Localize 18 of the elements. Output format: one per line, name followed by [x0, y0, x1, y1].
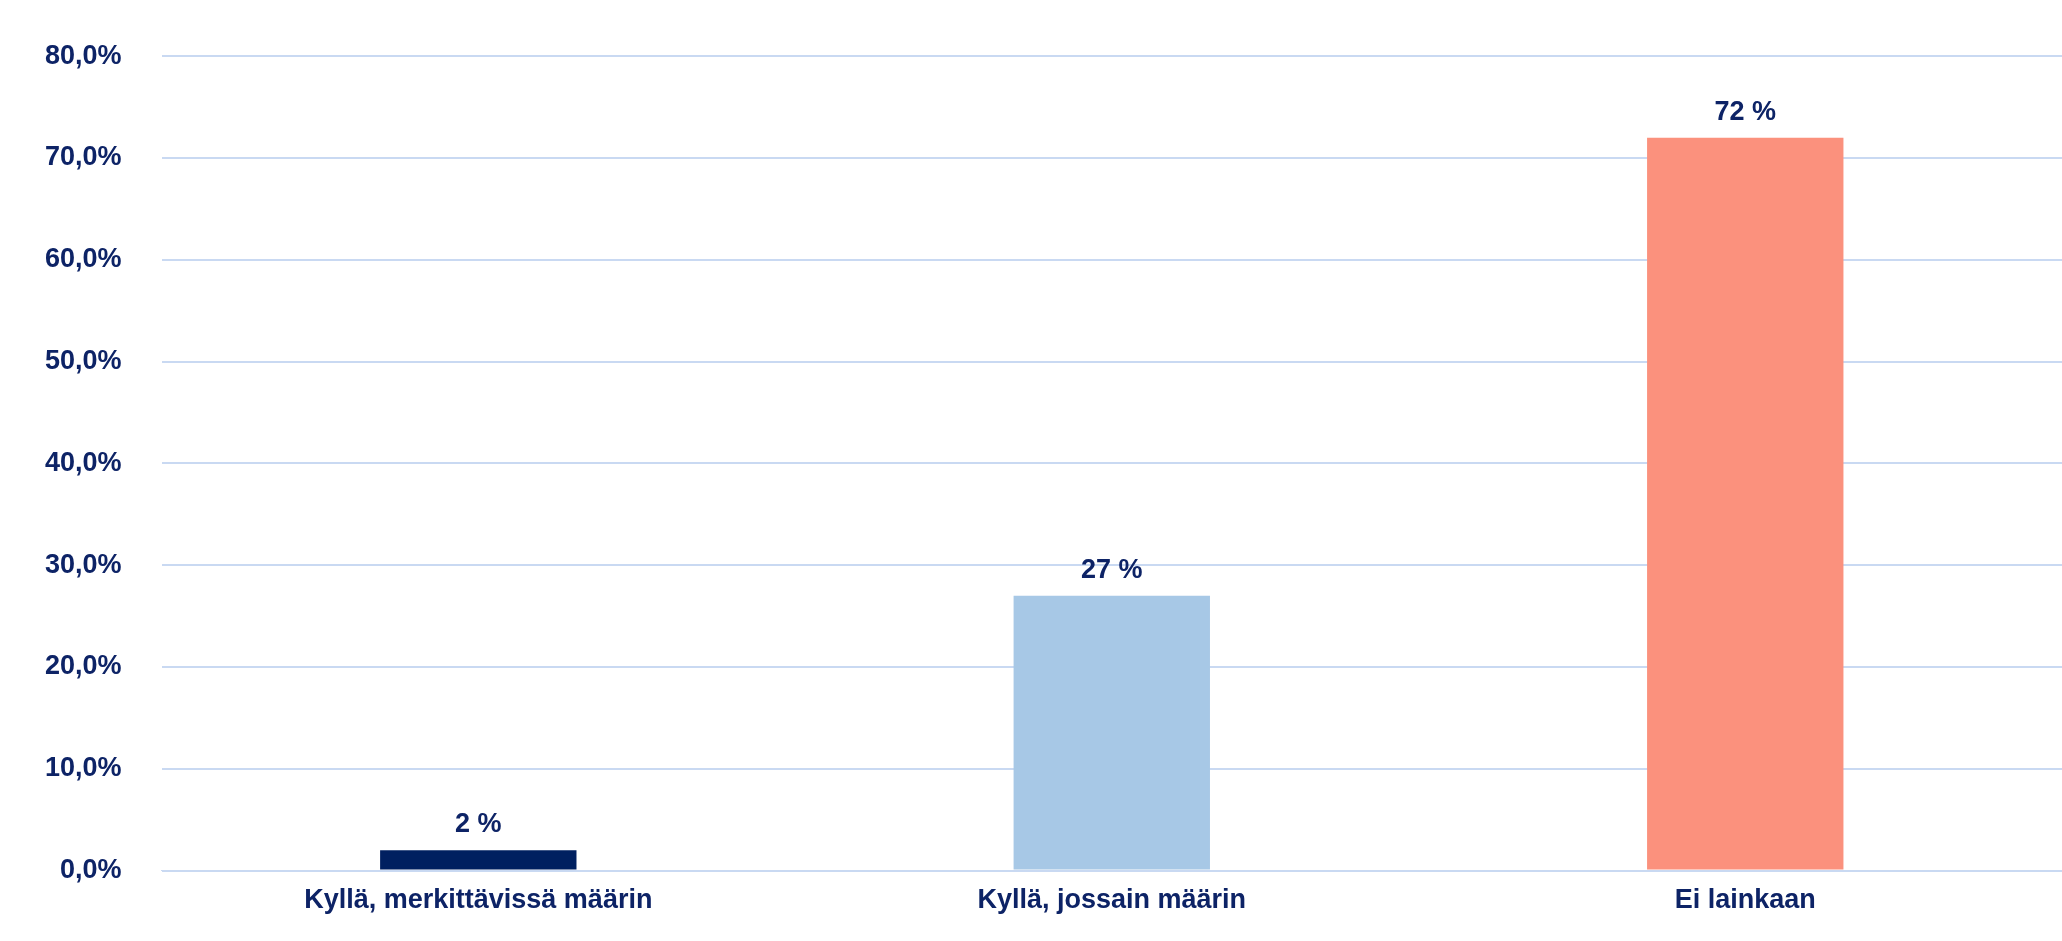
y-tick-label: 40,0%	[44, 446, 122, 477]
y-tick-label: 70,0%	[44, 141, 122, 172]
bar	[1647, 137, 1844, 870]
data-label: 2 %	[455, 808, 502, 839]
data-label: 27 %	[1081, 553, 1143, 584]
x-tick-label: Kyllä, merkittävissä määrin	[304, 884, 653, 915]
y-tick-label: 80,0%	[44, 39, 122, 70]
bar	[380, 850, 577, 870]
y-tick-label: 60,0%	[44, 243, 122, 274]
y-tick-label: 50,0%	[44, 345, 122, 376]
bar	[1013, 595, 1210, 870]
y-tick-label: 10,0%	[44, 752, 122, 783]
data-label: 72 %	[1714, 95, 1777, 126]
y-tick-label: 30,0%	[44, 548, 122, 579]
y-tick-label: 0,0%	[60, 854, 122, 885]
x-tick-label: Ei lainkaan	[1674, 884, 1816, 915]
y-tick-label: 20,0%	[44, 650, 122, 681]
x-tick-label: Kyllä, jossain määrin	[977, 884, 1247, 915]
